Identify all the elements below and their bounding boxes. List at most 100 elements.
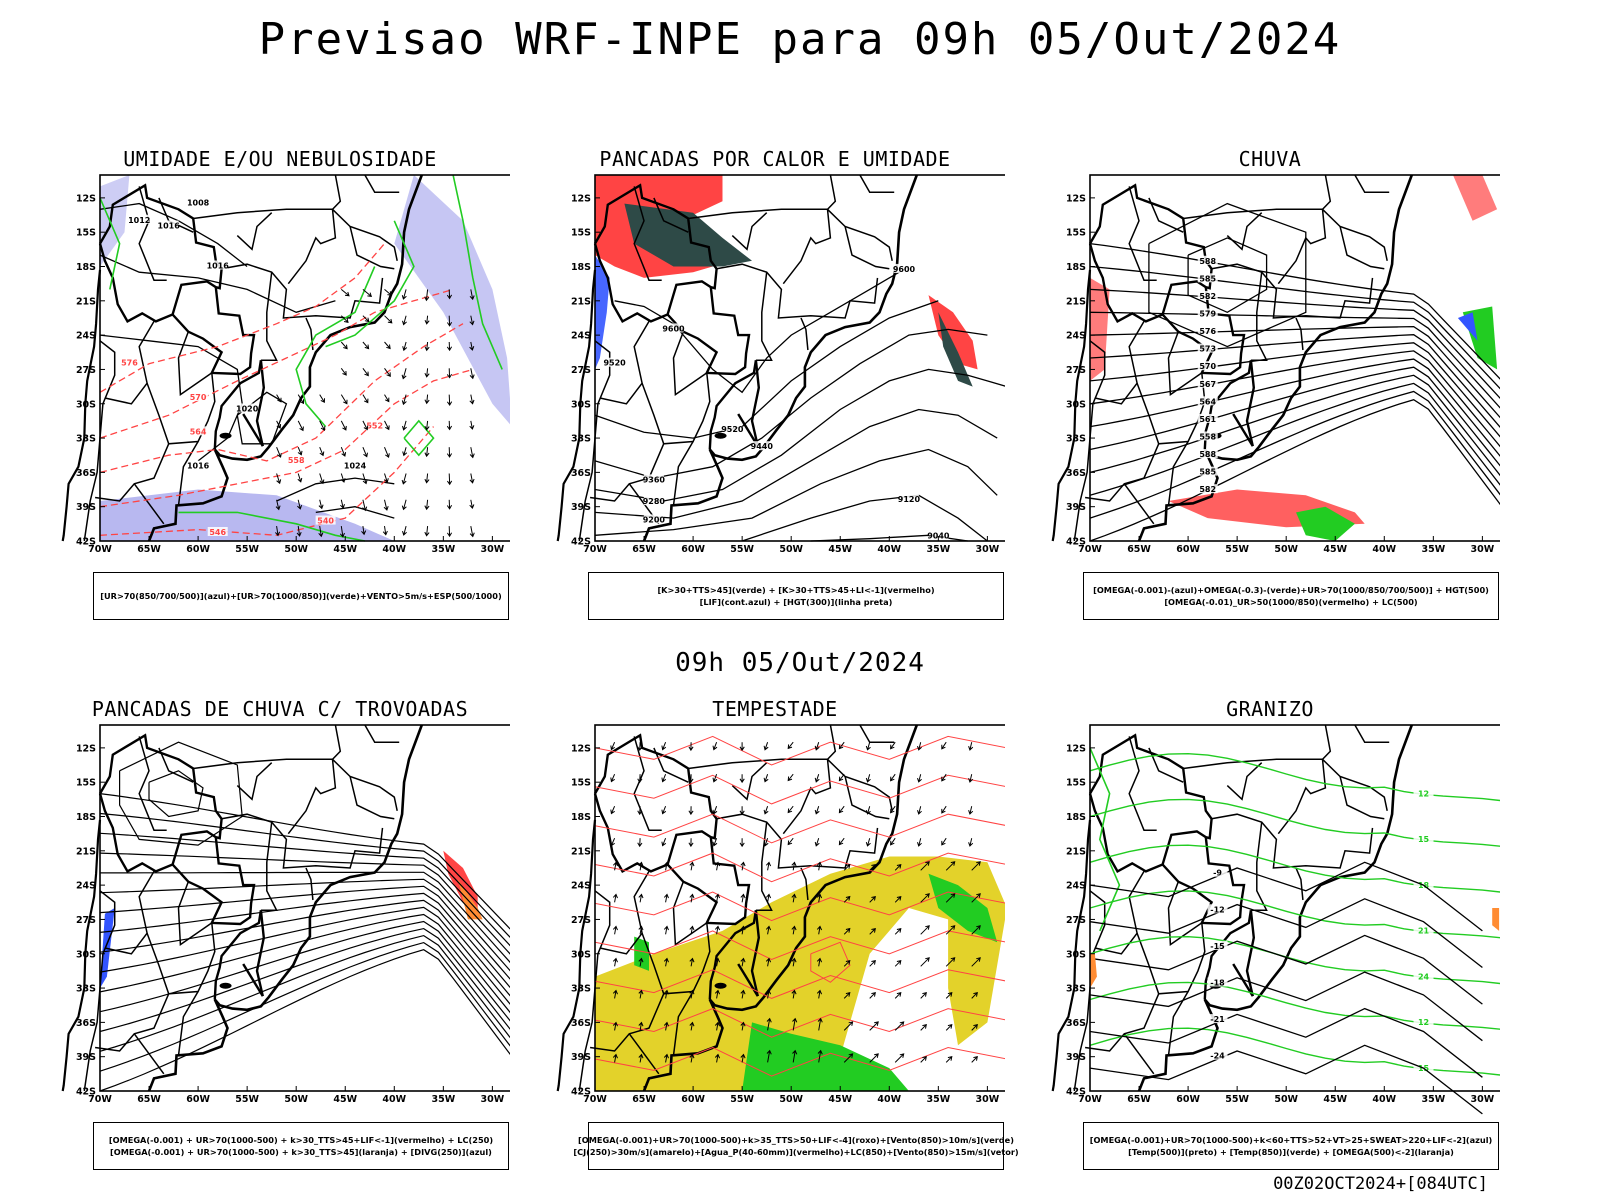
border-line — [666, 286, 751, 376]
lon-tick-label: 35W — [1421, 1094, 1445, 1105]
wind-vector — [843, 992, 851, 999]
wind-vector — [362, 368, 369, 377]
wind-vector — [971, 992, 978, 999]
lat-tick-label: 39S — [76, 1052, 96, 1063]
contour-label-bg — [315, 515, 336, 525]
wind-vector — [766, 1017, 772, 1031]
contour-label: 9600 — [893, 265, 916, 274]
lc850-streamline — [594, 1046, 1005, 1077]
instability-area-red — [928, 295, 978, 370]
lat-tick-label: 33S — [76, 984, 96, 995]
wind-vector — [920, 1056, 927, 1063]
contour-line — [99, 334, 243, 462]
contour-label: 573 — [1199, 345, 1216, 354]
atlantic-coastline — [147, 174, 424, 542]
map-pancadas-calor: 9600 9520 9440 9360 9280 9200 9120 9040 9600 9520… — [556, 174, 1005, 555]
lc250-streamline — [99, 906, 510, 1005]
wind-vector — [340, 473, 346, 483]
contour-label-bg — [1197, 466, 1218, 476]
wind-vector — [688, 742, 694, 752]
wind-vector — [297, 447, 303, 456]
wind-vector — [612, 957, 618, 967]
lat-tick-label: 27S — [76, 915, 96, 926]
wind-vector — [941, 741, 947, 750]
wind-vector — [610, 741, 616, 751]
border-line — [213, 910, 263, 1000]
wind-vector — [792, 1049, 798, 1063]
border-line — [1339, 226, 1385, 270]
legend-line: [Temp(500)](preto) + [Temp(850)](verde) … — [1128, 1147, 1454, 1157]
border-line — [236, 212, 273, 251]
wind-vector — [689, 989, 695, 999]
wind-vector — [401, 289, 407, 300]
panel-title: GRANIZO — [1226, 697, 1314, 721]
hgt500-line — [1089, 374, 1500, 477]
wind-vector — [816, 925, 823, 935]
border-line — [349, 776, 395, 820]
wind-vector — [917, 742, 922, 751]
wind-vector — [384, 289, 393, 296]
omega-area-orange — [1492, 908, 1500, 931]
atlantic-coastline — [1137, 724, 1414, 1092]
contour-label: 570 — [1199, 362, 1216, 371]
humidity-area-lavender — [394, 175, 510, 425]
wind-vector — [869, 960, 876, 967]
wind-vector — [787, 837, 794, 846]
lon-tick-label: 50W — [1274, 1094, 1298, 1105]
pacific-coastline — [1051, 819, 1092, 1092]
lc250-streamline — [99, 927, 510, 1033]
wind850-area-green — [928, 873, 998, 943]
wind-vector — [469, 420, 475, 430]
contour-line — [325, 220, 415, 348]
lat-tick-label: 21S — [76, 846, 96, 857]
wind-vector — [610, 805, 616, 815]
wind-vector — [763, 742, 769, 751]
wind-vector — [446, 368, 453, 379]
atlantic-coastline — [642, 174, 919, 542]
wind-vector — [362, 447, 368, 458]
wind-vector — [843, 927, 851, 935]
wind-vector — [865, 742, 871, 751]
contour-label: -9 — [1213, 869, 1222, 878]
lat-tick-label: 12S — [571, 193, 591, 204]
border-line — [716, 263, 879, 319]
border-line — [98, 183, 223, 324]
wind-vector — [869, 895, 876, 903]
wind-vector — [663, 893, 669, 903]
panel-trovoadas: PANCADAS DE CHUVA C/ TROVOADAS 12S 15S 18S… — [50, 697, 510, 1177]
border-line — [1226, 212, 1263, 251]
wind-vector — [446, 473, 453, 486]
map-frame — [99, 724, 510, 1092]
contour-label: 1020 — [236, 404, 259, 413]
wind-vector — [712, 838, 718, 847]
wind-vector — [765, 925, 772, 935]
border-line — [633, 186, 662, 281]
panel-title: CHUVA — [1238, 147, 1302, 171]
contour-label-bg — [1197, 449, 1218, 459]
lat-tick-label: 21S — [76, 296, 96, 307]
border-line — [750, 360, 761, 447]
border-line — [716, 813, 879, 869]
legend-line: [OMEGA(-0.001) + UR>70(1000-500) + k>30_… — [110, 1147, 492, 1157]
contour-label: 9040 — [927, 531, 950, 540]
contour-label: 582 — [1199, 292, 1216, 301]
wind-vector — [319, 394, 325, 403]
contour-label: 1008 — [187, 199, 210, 208]
contour-label-bg — [237, 403, 258, 413]
legend-line: [K>30+TTS>45](verde) + [K>30+TTS>45+LI<-… — [657, 585, 935, 595]
wind-vector — [689, 1021, 695, 1031]
border-line — [800, 867, 809, 901]
border-line — [826, 724, 893, 811]
legend-box: [UR>70(850/700/500)](azul)+[UR>70(1000/8… — [93, 572, 509, 620]
contour-label-bg — [1197, 308, 1218, 318]
wind-vector — [424, 473, 430, 484]
border-line — [1226, 762, 1263, 801]
wind-vector — [765, 989, 772, 999]
wind-vector — [890, 837, 896, 846]
wind-vector — [688, 806, 694, 816]
lon-tick-label: 65W — [632, 1094, 656, 1105]
border-line — [193, 208, 337, 285]
contour-line — [315, 506, 395, 519]
wind-vector — [319, 473, 325, 485]
wind-vector — [384, 420, 390, 431]
